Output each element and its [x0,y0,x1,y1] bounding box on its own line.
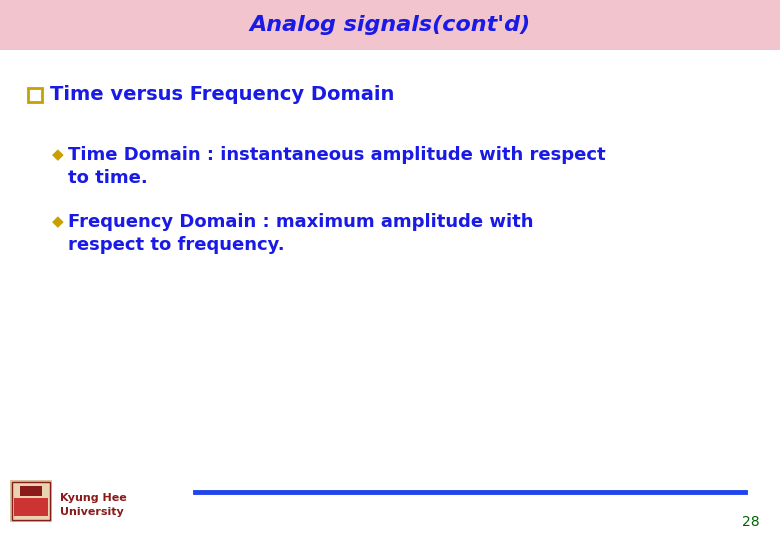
Text: Frequency Domain : maximum amplitude with: Frequency Domain : maximum amplitude wit… [68,213,534,231]
Bar [10,480,52,522]
Bar [12,482,50,520]
Text: respect to frequency.: respect to frequency. [68,236,285,254]
Bar [14,498,48,516]
Text: to time.: to time. [68,169,147,187]
Text: Time versus Frequency Domain: Time versus Frequency Domain [50,85,395,105]
Bar [0,0,780,50]
Text: University: University [60,507,124,517]
Text: 28: 28 [743,515,760,529]
Bar [20,486,42,496]
Text: ◆: ◆ [52,214,64,230]
Text: Time Domain : instantaneous amplitude with respect: Time Domain : instantaneous amplitude wi… [68,146,605,164]
Text: Kyung Hee: Kyung Hee [60,493,126,503]
Bar [28,88,42,102]
Text: ◆: ◆ [52,147,64,163]
Text: Analog signals(cont'd): Analog signals(cont'd) [250,15,530,35]
